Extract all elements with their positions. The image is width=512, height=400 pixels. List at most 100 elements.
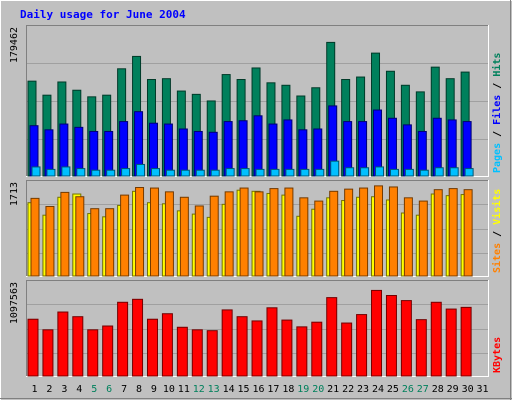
bar-files-day-18	[283, 119, 293, 177]
panel-visits-sites: 1713 Sites / Visits	[9, 180, 503, 277]
series-files	[29, 105, 472, 177]
bar-kbytes-day-18	[281, 319, 293, 377]
day-label-26: 26	[402, 384, 414, 395]
side-legend: Sites / Visits	[491, 189, 503, 273]
side-legend-hits: Hits	[491, 53, 503, 77]
side-legend-pages: Pages	[492, 143, 503, 173]
bar-kbytes-day-6	[102, 325, 114, 377]
day-label-4: 4	[76, 384, 82, 395]
bar-sites-day-30	[463, 189, 473, 277]
bar-kbytes-day-3	[57, 311, 69, 377]
day-label-15: 15	[238, 384, 250, 395]
day-label-12: 12	[193, 384, 205, 395]
side-legend-kbytes: KBytes	[492, 337, 503, 373]
ymax-label: 179462	[9, 27, 20, 63]
day-label-10: 10	[163, 384, 175, 395]
bar-pages-day-21	[330, 160, 340, 177]
day-label-27: 27	[417, 384, 429, 395]
bar-pages-day-8	[136, 163, 146, 177]
ymax-label: 1097563	[9, 282, 20, 324]
bar-files-day-24	[373, 109, 383, 177]
bar-kbytes-day-13	[206, 330, 218, 377]
bar-kbytes-day-11	[176, 326, 188, 377]
day-label-18: 18	[282, 384, 294, 395]
day-labels: 1 2 3 4 5 6 7 8 9 10 11 12 13 14 15 16 17 18 19 20 21 22 23 24 2…	[31, 384, 488, 395]
bar-files-day-15	[238, 120, 248, 177]
day-label-30: 30	[462, 384, 474, 395]
bar-kbytes-day-21	[326, 297, 338, 377]
bar-files-day-27	[417, 130, 427, 177]
day-label-3: 3	[61, 384, 67, 395]
panel-hits-files-pages: 179462 Pages / Files / Hits	[9, 25, 503, 177]
day-label-2: 2	[46, 384, 52, 395]
bar-kbytes-day-14	[221, 309, 233, 377]
bar-kbytes-day-27	[415, 319, 427, 377]
bar-pages-day-14	[225, 168, 235, 177]
bar-pages-day-17	[270, 168, 280, 177]
bar-kbytes-day-7	[117, 301, 129, 377]
bar-kbytes-day-17	[266, 307, 278, 377]
bar-pages-day-2	[46, 168, 56, 177]
bar-sites-day-13	[209, 195, 219, 277]
bar-pages-day-16	[255, 168, 265, 177]
bar-kbytes-day-4	[72, 316, 84, 377]
bar-sites-day-8	[135, 187, 145, 277]
bar-kbytes-day-9	[146, 318, 158, 377]
bar-sites-day-20	[314, 200, 324, 277]
side-legend-visits: Visits	[491, 189, 503, 225]
series-sites	[30, 185, 473, 277]
side-legend-separator: /	[492, 225, 503, 243]
series-pages	[31, 160, 474, 177]
day-label-20: 20	[312, 384, 324, 395]
bar-kbytes-day-16	[251, 320, 263, 377]
bar-sites-day-23	[359, 187, 369, 277]
bar-sites-day-24	[374, 185, 384, 277]
bar-kbytes-day-22	[341, 322, 353, 377]
bar-files-day-25	[387, 117, 397, 177]
bar-kbytes-day-5	[87, 329, 99, 377]
bar-files-day-26	[402, 124, 412, 177]
bar-pages-day-9	[150, 168, 160, 177]
bar-pages-day-22	[345, 167, 355, 177]
day-label-14: 14	[223, 384, 235, 395]
bar-sites-day-11	[179, 196, 189, 277]
day-label-9: 9	[151, 384, 157, 395]
bar-pages-day-12	[195, 169, 205, 177]
bar-sites-day-25	[388, 186, 398, 277]
bar-pages-day-23	[360, 167, 370, 177]
day-label-19: 19	[297, 384, 309, 395]
side-legend: Pages / Files / Hits	[491, 53, 503, 173]
side-legend-files: Files	[491, 95, 503, 125]
bar-pages-day-7	[121, 168, 131, 177]
bar-kbytes-day-30	[460, 306, 472, 377]
bar-pages-day-25	[389, 168, 399, 177]
bar-files-day-14	[223, 121, 233, 177]
bar-kbytes-day-29	[445, 308, 457, 377]
bar-sites-day-6	[105, 208, 115, 277]
bar-kbytes-day-26	[400, 300, 412, 377]
bar-sites-day-18	[284, 187, 294, 277]
bar-sites-day-28	[433, 189, 443, 277]
day-label-11: 11	[178, 384, 190, 395]
day-label-25: 25	[387, 384, 399, 395]
bar-kbytes-day-25	[385, 295, 397, 377]
bar-files-day-13	[208, 131, 218, 177]
side-legend-separator: /	[492, 125, 503, 143]
bar-kbytes-day-15	[236, 316, 248, 377]
bar-pages-day-5	[91, 169, 101, 177]
panel-kbytes: 1097563 KBytes	[9, 280, 503, 377]
bar-kbytes-day-8	[132, 298, 144, 377]
bar-sites-day-12	[194, 205, 204, 277]
bar-files-day-30	[462, 121, 472, 177]
bar-pages-day-6	[106, 169, 116, 177]
bar-kbytes-day-19	[296, 326, 308, 377]
bar-kbytes-day-12	[191, 329, 203, 377]
bar-pages-day-15	[240, 168, 250, 177]
bar-sites-day-16	[254, 191, 264, 277]
bar-sites-day-1	[30, 197, 40, 277]
side-legend: KBytes	[492, 337, 503, 373]
bar-pages-day-19	[300, 168, 310, 177]
bar-pages-day-1	[31, 166, 41, 177]
bar-pages-day-3	[61, 166, 71, 177]
bar-files-day-11	[178, 128, 188, 177]
